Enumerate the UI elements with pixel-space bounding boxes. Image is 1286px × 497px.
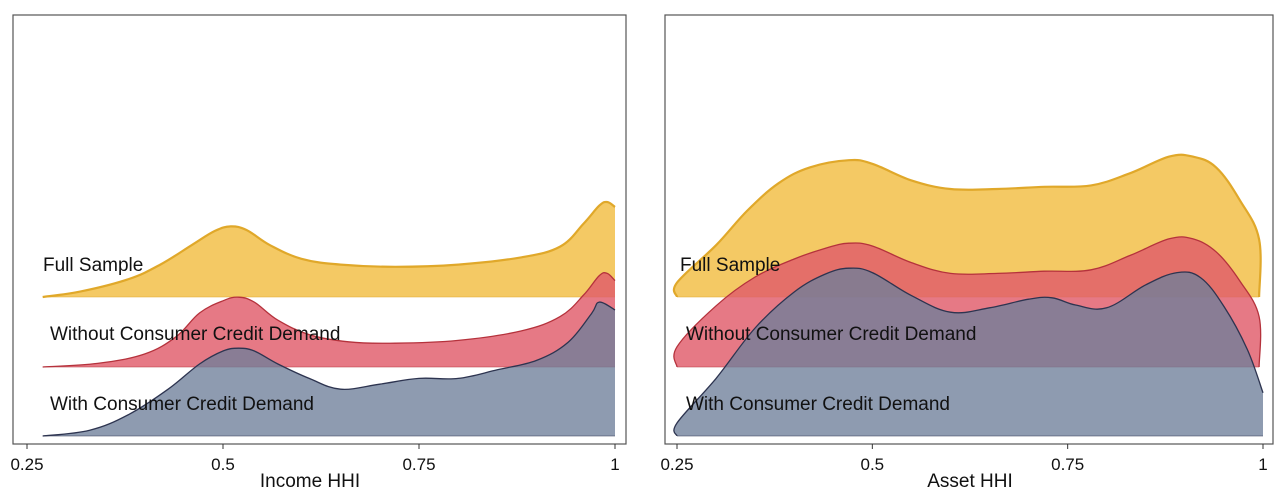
x-tick-label: 0.75	[1051, 455, 1084, 474]
density-line-full-sample	[42, 200, 616, 299]
x-tick-label: 0.5	[211, 455, 235, 474]
density-line-with-consumer-credit-demand	[673, 267, 1264, 437]
series-label: Without Consumer Credit Demand	[50, 324, 340, 345]
series-label: With Consumer Credit Demand	[50, 394, 314, 415]
series-label: With Consumer Credit Demand	[686, 394, 950, 415]
density-area-with-consumer-credit-demand	[42, 302, 615, 436]
x-tick-label: 1	[1258, 455, 1267, 474]
density-line-full-sample	[672, 153, 1262, 298]
density-line-without-consumer-credit-demand	[42, 272, 616, 368]
density-line-without-consumer-credit-demand	[673, 236, 1262, 368]
x-tick-label: 0.25	[660, 455, 693, 474]
density-area-without-consumer-credit-demand	[42, 272, 615, 367]
asset-hhi-panel: Full Sample Without Consumer Credit Deman…	[660, 14, 1274, 492]
density-line-with-consumer-credit-demand	[42, 301, 616, 437]
series-label: Full Sample	[43, 255, 143, 276]
x-tick-label: 0.75	[402, 455, 435, 474]
x-axis-title: Asset HHI	[927, 471, 1013, 492]
x-tick-label: 0.25	[10, 455, 43, 474]
series-label: Full Sample	[680, 255, 780, 276]
density-area-full-sample	[42, 201, 615, 297]
x-tick-label: 1	[610, 455, 619, 474]
x-axis-title: Income HHI	[260, 471, 360, 492]
series-label: Without Consumer Credit Demand	[686, 324, 976, 345]
x-tick-label: 0.5	[861, 455, 885, 474]
density-area-with-consumer-credit-demand	[673, 268, 1263, 436]
income-hhi-panel: Full Sample Without Consumer Credit Deman…	[10, 14, 627, 492]
